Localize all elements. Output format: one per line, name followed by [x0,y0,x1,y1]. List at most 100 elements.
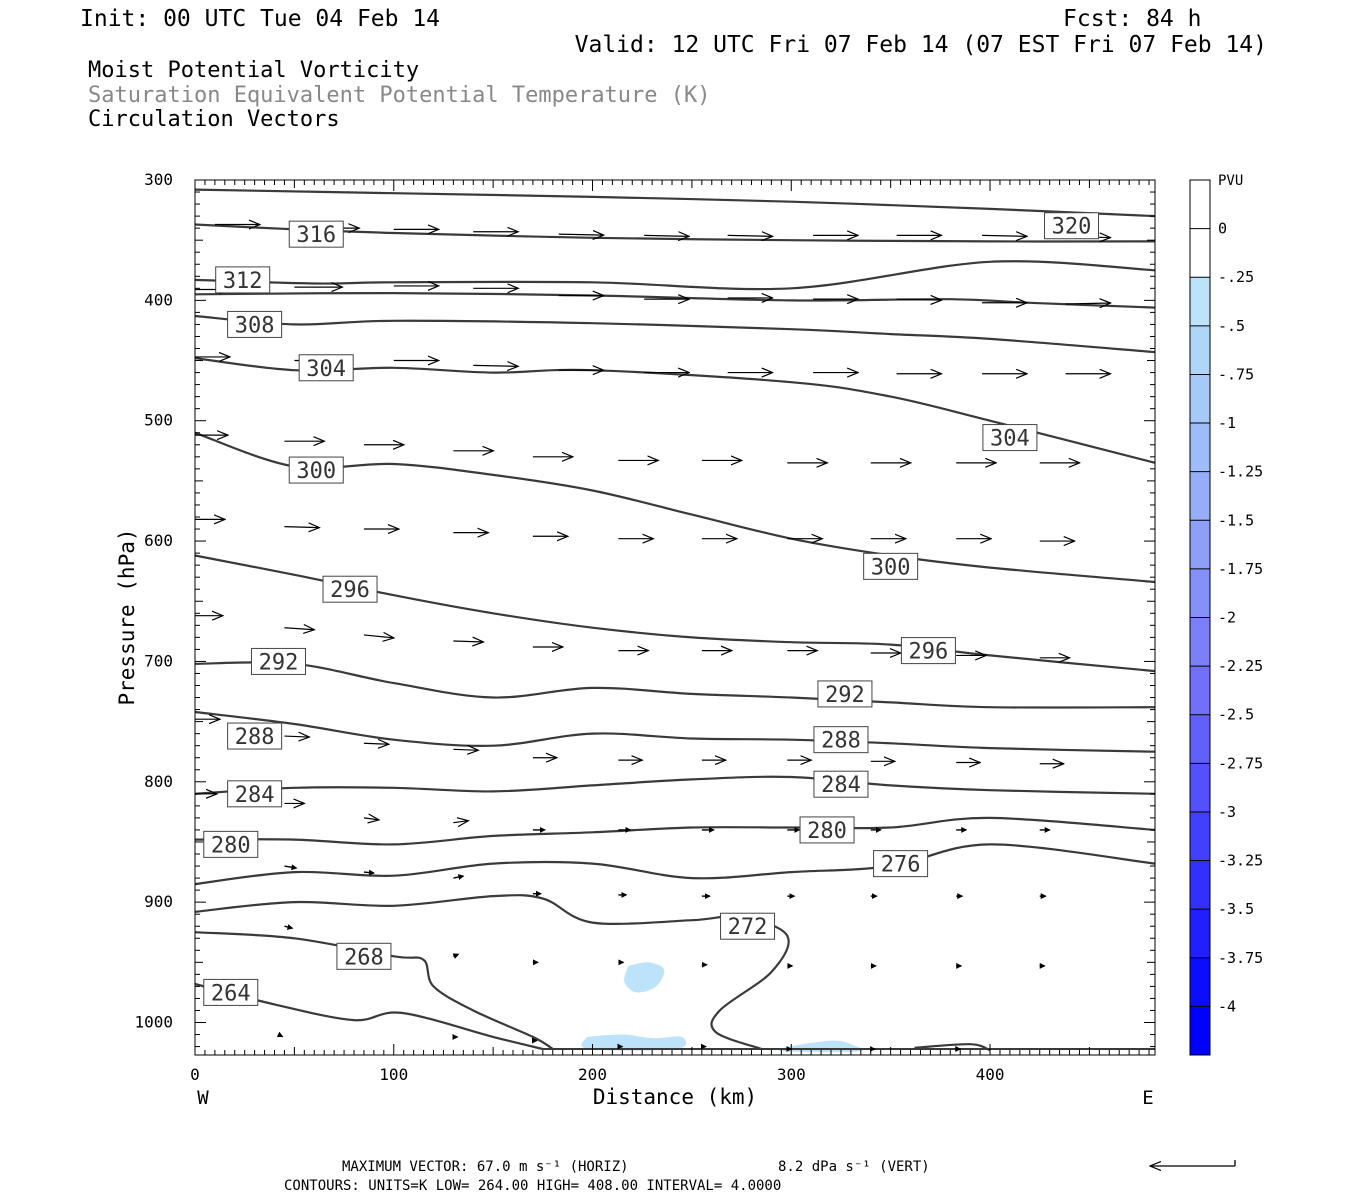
contour-label-box [288,456,344,484]
theta-es-contour-line [194,710,1156,753]
colorbar-swatch [1190,1006,1210,1056]
contour-label-box [813,770,869,798]
contour-label: 272 [728,915,768,940]
max-vector-vert: 8.2 dPa s⁻¹ (VERT) [778,1159,930,1175]
colorbar-swatch [1190,471,1210,521]
title-theta-es: Saturation Equivalent Potential Temperat… [88,83,711,108]
circulation-vector [284,864,298,871]
contour-label: 296 [909,640,949,665]
circulation-vector [982,235,1027,236]
circulation-vector [453,821,468,823]
contour-label: 308 [235,313,275,338]
circulation-vectors [195,225,1111,1052]
contour-label: 280 [211,833,251,858]
contour-label: 264 [211,981,251,1006]
colorbar-label: -.25 [1218,268,1254,286]
y-tick-label: 1000 [134,1013,173,1032]
contour-label: 276 [881,853,921,878]
init-time: Init: 00 UTC Tue 04 Feb 14 [80,6,440,32]
circulation-vector [363,743,389,744]
circulation-vector [896,299,942,300]
y-tick-label: 500 [144,411,173,430]
theta-es-contour-line [194,260,1156,291]
contour-label-box [336,942,392,970]
colorbar-label: -1.5 [1218,511,1254,529]
contour-label: 304 [990,427,1030,452]
plot-area: 320 316 312 308 304 304 300 300 296 296 292 292 288 2… [194,179,1156,1056]
circulation-vector [363,635,394,638]
contour-label-box [900,637,956,665]
colorbar-swatch [1190,666,1210,716]
mpv-region [581,1034,687,1051]
contour-label-box [250,647,306,675]
colorbar-swatch [1190,811,1210,862]
y-tick-label: 400 [144,290,173,309]
contour-label-box [203,830,259,858]
contour-label-box [863,552,919,580]
valid-time: Valid: 12 UTC Fri 07 Feb 14 (07 EST Fri … [575,32,1267,58]
title-mpv: Moist Potential Vorticity [88,58,419,83]
x-tick-label: 0 [190,1065,200,1084]
contour-label-box [227,780,283,808]
colorbar-swatch [1190,568,1210,618]
mpv-region [624,962,665,993]
plot-background [195,180,1155,1055]
colorbar-swatch [1190,423,1210,473]
contour-label: 288 [235,725,275,750]
contour-label-box [227,310,283,338]
contour-label-box [873,850,929,878]
circulation-vector [453,874,465,880]
contour-label-box [215,266,271,294]
colorbar-swatch [1190,374,1210,424]
theta-es-contour-line [194,894,790,1051]
colorbar-label: -2 [1218,609,1236,627]
y-axis-title: Pressure (hPa) [115,528,139,705]
colorbar-label: -2.25 [1218,657,1263,675]
theta-es-contour-line [194,661,1156,709]
colorbar-swatch [1190,325,1210,375]
contour-label-box [1044,212,1100,240]
colorbar-unit: PVU [1218,173,1243,189]
x-tick-label: 200 [578,1065,607,1084]
contour-label-box [817,680,873,708]
contour-label: 296 [330,578,370,603]
colorbar-label: -3.75 [1218,949,1263,967]
contour-label-box [288,220,344,248]
theta-es-contour-line [194,843,1156,886]
y-tick-label: 700 [144,651,173,670]
theta-es-contour-line [194,431,1156,584]
contour-label: 268 [344,945,384,970]
colorbar-swatch [1190,860,1210,910]
circulation-vector [452,953,460,959]
theta-es-contour-line [194,314,1156,354]
colorbar-label: -1.75 [1218,560,1263,578]
colorbar-swatch [1190,180,1210,230]
colorbar-label: -3.25 [1218,852,1263,870]
contour-label: 316 [296,223,336,248]
colorbar-swatch [1190,277,1210,327]
colorbar-label: 0 [1218,220,1227,238]
circulation-vector [473,365,518,366]
title-vectors: Circulation Vectors [88,107,340,132]
contour-label: 292 [825,683,865,708]
contour-info: CONTOURS: UNITS=K LOW= 264.00 HIGH= 408.… [284,1178,781,1194]
colorbar-label: -4 [1218,997,1236,1015]
contour-label-box [298,354,354,382]
contour-label: 320 [1052,215,1092,240]
contour-label-box [203,978,259,1006]
circulation-vector [276,1031,284,1038]
circulation-vector [453,641,483,642]
contour-label: 312 [223,269,263,294]
x-tick-label: 400 [976,1065,1005,1084]
max-vector-horiz: MAXIMUM VECTOR: 67.0 m s⁻¹ (HORIZ) [342,1159,629,1175]
colorbar-swatch [1190,957,1210,1007]
circulation-vector [644,235,689,236]
x-tick-label: 300 [777,1065,806,1084]
x-axis-east-label: E [1142,1087,1153,1109]
contour-label-box [322,575,378,603]
colorbar-label: -3.5 [1218,900,1254,918]
pvu-colorbar: 0 -.25 -.5 -.75 -1 -1.25 -1.5 -1.75 -2 -2.25 -2.5 -… [1189,179,1263,1056]
contour-label-box [813,726,869,754]
theta-es-contour-line [914,1043,991,1052]
